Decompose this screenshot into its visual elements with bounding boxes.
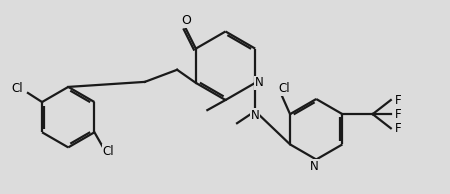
Text: F: F (395, 108, 401, 121)
Text: N: N (255, 76, 264, 89)
Text: N: N (310, 160, 319, 173)
Text: F: F (395, 122, 401, 135)
Text: N: N (251, 109, 260, 122)
Text: O: O (181, 14, 191, 27)
Text: F: F (395, 94, 401, 107)
Text: Cl: Cl (103, 145, 114, 158)
Text: Cl: Cl (278, 82, 290, 95)
Text: Cl: Cl (11, 82, 22, 95)
